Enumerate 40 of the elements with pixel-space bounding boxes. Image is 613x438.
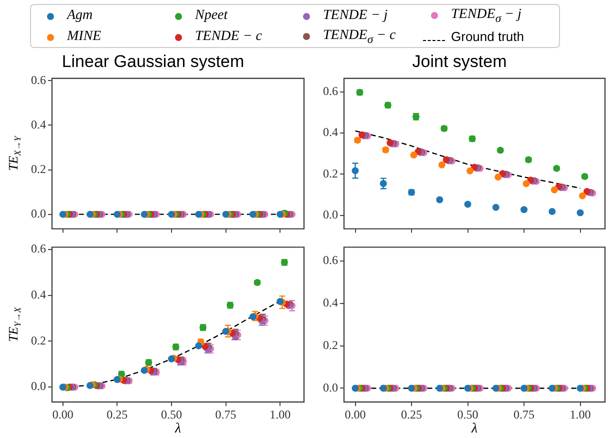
x-tick-label: 0.50 <box>457 407 478 422</box>
legend-label: TENDE$_{σ}$ − c <box>323 28 396 46</box>
y-tick-label: 0.4 <box>31 117 46 132</box>
legend-label: Ground truth <box>451 29 524 44</box>
y-tick-label: 0.0 <box>323 208 338 222</box>
x-tick-label: 0.75 <box>514 407 534 422</box>
x-tick-label: 0.25 <box>401 407 422 422</box>
x-tick-label: 0.00 <box>344 407 366 422</box>
y-tick-label: 0.6 <box>31 72 46 87</box>
y-tick-label: 0.2 <box>323 338 338 352</box>
x-axis-title: λ <box>470 422 478 437</box>
x-tick-label: 0.00 <box>52 407 74 422</box>
y-tick-label: 0.2 <box>31 333 46 348</box>
y-tick-label: 0.4 <box>31 288 46 302</box>
y-tick-label: 0.4 <box>323 296 338 310</box>
legend-label: Npeet <box>195 8 228 24</box>
x-tick-label: 1.00 <box>270 407 291 422</box>
chart-title: Linear Gaussian system <box>62 52 244 71</box>
legend-label: MINE <box>67 28 102 44</box>
y-tick-label: 0.0 <box>31 379 46 394</box>
y-tick-label: 0.0 <box>31 206 46 220</box>
y-axis-title: TEX→Y <box>5 135 22 171</box>
y-tick-label: 0.6 <box>323 253 338 268</box>
legend-label: Agm <box>67 8 93 24</box>
legend-label: TENDE$_{σ}$ − j <box>451 6 522 24</box>
legend-label: TENDE − j <box>323 8 388 24</box>
y-tick-label: 0.2 <box>31 162 46 176</box>
chart-title: Joint system <box>412 52 507 71</box>
y-tick-label: 0.2 <box>323 166 338 180</box>
x-tick-label: 0.25 <box>106 407 128 422</box>
x-tick-label: 1.00 <box>570 407 591 422</box>
x-axis-title: λ <box>174 422 182 437</box>
y-tick-label: 0.4 <box>323 125 338 140</box>
y-tick-label: 0.0 <box>323 380 338 394</box>
x-tick-label: 0.75 <box>215 407 236 422</box>
x-tick-label: 0.50 <box>160 407 182 422</box>
y-tick-label: 0.6 <box>323 84 338 98</box>
y-tick-label: 0.6 <box>31 242 46 256</box>
legend-label: TENDE − c <box>195 28 262 44</box>
y-axis-title: TEY→X <box>5 306 22 342</box>
